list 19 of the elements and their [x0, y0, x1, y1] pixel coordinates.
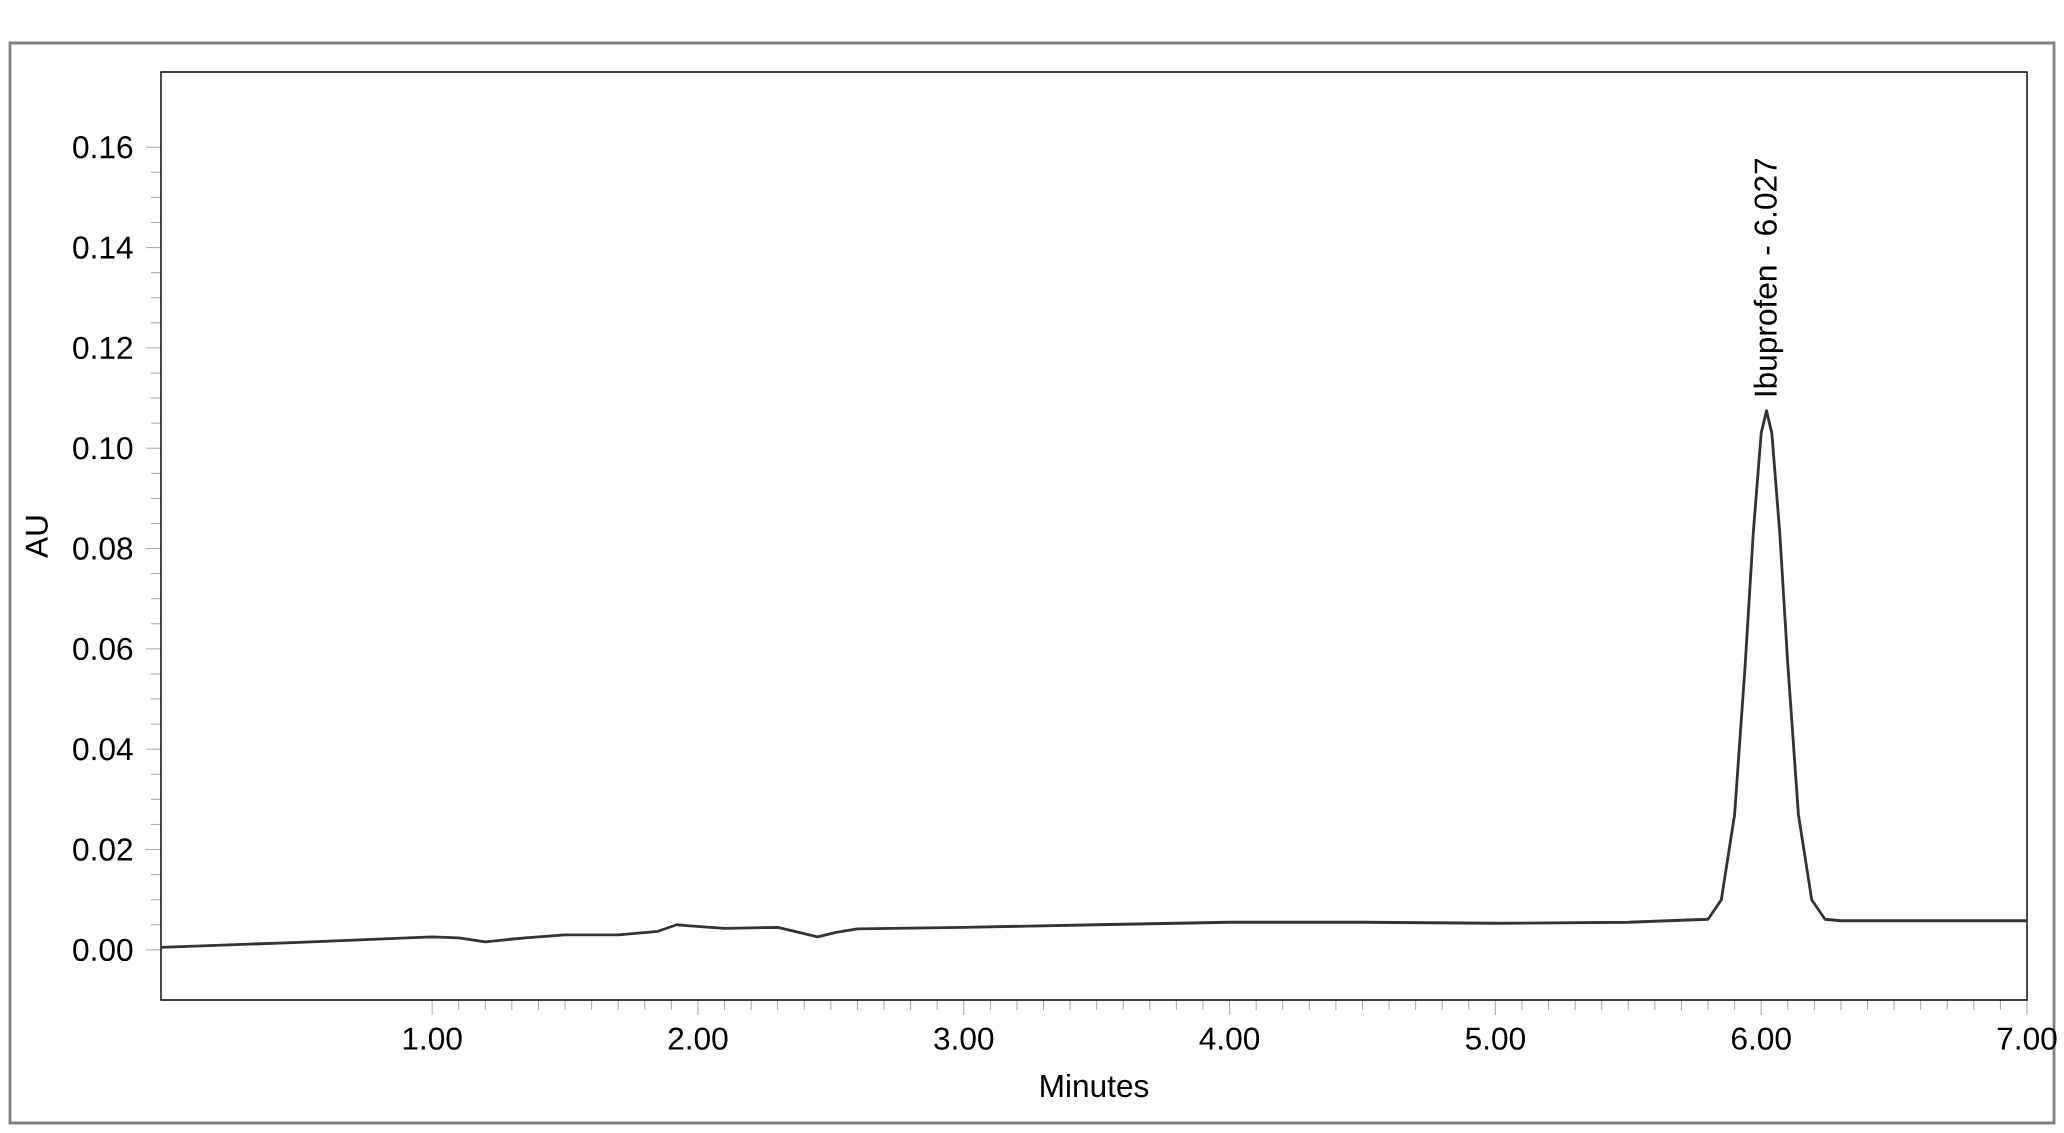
x-tick-label: 2.00	[668, 1027, 728, 1050]
x-tick-label: 6.00	[1732, 1027, 1791, 1050]
y-tick-label: 0.04	[73, 737, 133, 761]
x-axis-title: Minutes	[1041, 1073, 1149, 1098]
y-tick-label: 0.12	[73, 336, 132, 360]
y-tick-label: 0.10	[73, 437, 133, 460]
y-tick-label: 0.02	[73, 838, 132, 861]
x-tick-label: 7.00	[1997, 1027, 2057, 1050]
y-tick-label: 0.14	[73, 236, 133, 259]
x-tick-label: 4.00	[1199, 1027, 1260, 1050]
y-tick-label: 0.16	[73, 136, 133, 159]
y-tick-label: 0.00	[73, 938, 133, 962]
y-tick-label: 0.08	[73, 537, 133, 560]
x-tick-label: 5.00	[1465, 1027, 1525, 1050]
y-tick-label: 0.06	[73, 637, 133, 661]
x-tick-label: 3.00	[934, 1027, 994, 1050]
annotation: Ibuprofen - 6.027	[1753, 158, 1784, 396]
y-axis-title: AU	[25, 516, 48, 558]
x-tick-label: 1.00	[403, 1027, 462, 1050]
